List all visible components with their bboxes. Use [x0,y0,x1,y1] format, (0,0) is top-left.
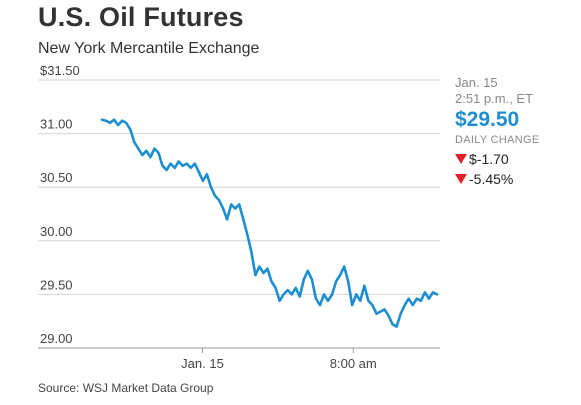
x-axis-ticks: Jan. 15 8:00 am [181,348,377,371]
x-tick-label: 8:00 am [330,356,377,371]
down-triangle-icon [455,154,467,164]
quote-panel: Jan. 15 2:51 p.m., ET $29.50 DAILY CHANG… [455,75,540,189]
chart-title: U.S. Oil Futures [38,2,244,32]
series-line [100,118,439,328]
y-tick-label: 29.50 [40,277,73,292]
x-tick-label: Jan. 15 [181,356,224,371]
change-percent: -5.45% [455,169,540,189]
grid [38,79,440,349]
y-tick-label: 30.00 [40,224,73,239]
y-tick-label: 29.00 [40,331,73,346]
chart-subtitle: New York Mercantile Exchange [38,40,260,57]
y-axis-ticks: $31.50 31.00 30.50 30.00 29.50 29.00 [40,63,80,346]
quote-time: 2:51 p.m., ET [455,91,534,106]
source-note: Source: WSJ Market Data Group [38,381,214,395]
down-triangle-icon [455,174,467,184]
series-group [100,118,439,328]
change-absolute-value: $-1.70 [469,151,509,167]
y-tick-label: 30.50 [40,170,73,185]
change-absolute: $-1.70 [455,149,540,169]
change-percent-value: -5.45% [469,171,514,187]
y-tick-label: $31.50 [40,63,80,78]
y-tick-label: 31.00 [40,117,73,132]
last-price: $29.50 [455,108,520,131]
quote-date: Jan. 15 [455,75,498,90]
daily-change-label: DAILY CHANGE [455,134,540,146]
